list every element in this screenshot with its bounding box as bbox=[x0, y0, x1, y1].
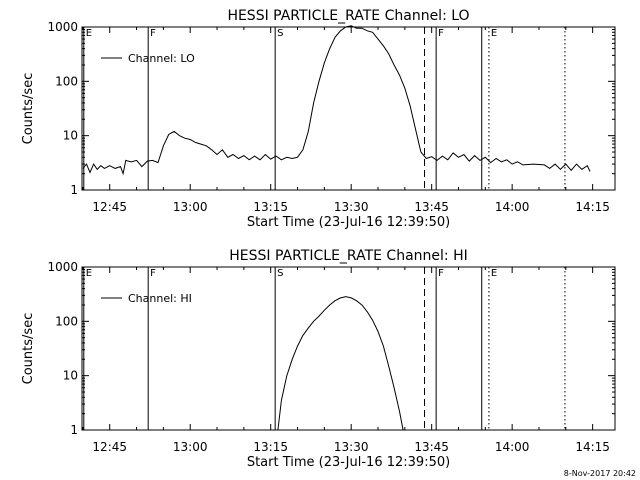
x-tick-label: 13:45 bbox=[414, 200, 449, 214]
plot-frame bbox=[81, 26, 616, 191]
event-marker-label: F bbox=[438, 268, 444, 279]
x-axis-label: Start Time (23-Jul-16 12:39:50) bbox=[247, 215, 450, 230]
x-tick-label: 12:45 bbox=[92, 200, 127, 214]
plot-channel-lo: HESSI PARTICLE_RATE Channel: LO 12:45 13:0… bbox=[21, 8, 616, 230]
y-tick-label: 1000 bbox=[47, 260, 78, 274]
x-axis-label: Start Time (23-Jul-16 12:39:50) bbox=[247, 455, 450, 470]
y-tick-label: 1 bbox=[70, 183, 78, 197]
event-marker-label: S bbox=[277, 268, 283, 279]
x-tick-label: 13:00 bbox=[173, 440, 208, 454]
event-marker-label: E bbox=[86, 28, 92, 39]
x-tick-label: 13:15 bbox=[253, 200, 288, 214]
x-tick-label: 13:00 bbox=[173, 200, 208, 214]
plot-timestamp: 8-Nov-2017 20:42 bbox=[564, 469, 636, 478]
x-tick-label: 14:00 bbox=[495, 440, 530, 454]
x-tick-label: 13:30 bbox=[334, 440, 369, 454]
y-tick-label: 100 bbox=[55, 74, 78, 88]
series-line bbox=[82, 25, 591, 176]
event-marker-label: F bbox=[438, 28, 444, 39]
legend-label: Channel: LO bbox=[128, 52, 195, 65]
chart-title: HESSI PARTICLE_RATE Channel: HI bbox=[229, 248, 467, 264]
y-axis-label: Counts/sec bbox=[21, 73, 36, 145]
y-tick-label: 10 bbox=[63, 369, 78, 383]
chart-title: HESSI PARTICLE_RATE Channel: LO bbox=[227, 8, 469, 24]
legend-label: Channel: HI bbox=[128, 292, 192, 305]
x-tick-label: 13:15 bbox=[253, 440, 288, 454]
x-tick-label: 14:00 bbox=[495, 200, 530, 214]
x-tick-label: 13:30 bbox=[334, 200, 369, 214]
x-tick-label: 12:45 bbox=[92, 440, 127, 454]
event-marker-label: E bbox=[86, 268, 92, 279]
x-tick-label: 14:15 bbox=[575, 200, 610, 214]
y-tick-label: 1000 bbox=[47, 20, 78, 34]
event-marker-label: E bbox=[491, 268, 497, 279]
series-line bbox=[277, 296, 404, 431]
event-marker-label: E bbox=[491, 28, 497, 39]
x-tick-label: 13:45 bbox=[414, 440, 449, 454]
event-marker-label: S bbox=[277, 28, 283, 39]
event-marker-label: F bbox=[150, 28, 156, 39]
plot-channel-hi: HESSI PARTICLE_RATE Channel: HI 12:45 13:0… bbox=[21, 248, 616, 470]
y-tick-label: 100 bbox=[55, 314, 78, 328]
x-tick-label: 14:15 bbox=[575, 440, 610, 454]
y-axis-label: Counts/sec bbox=[21, 313, 36, 385]
y-tick-label: 1 bbox=[70, 423, 78, 437]
event-marker-label: F bbox=[150, 268, 156, 279]
y-tick-label: 10 bbox=[63, 129, 78, 143]
plot-frame bbox=[81, 266, 616, 431]
